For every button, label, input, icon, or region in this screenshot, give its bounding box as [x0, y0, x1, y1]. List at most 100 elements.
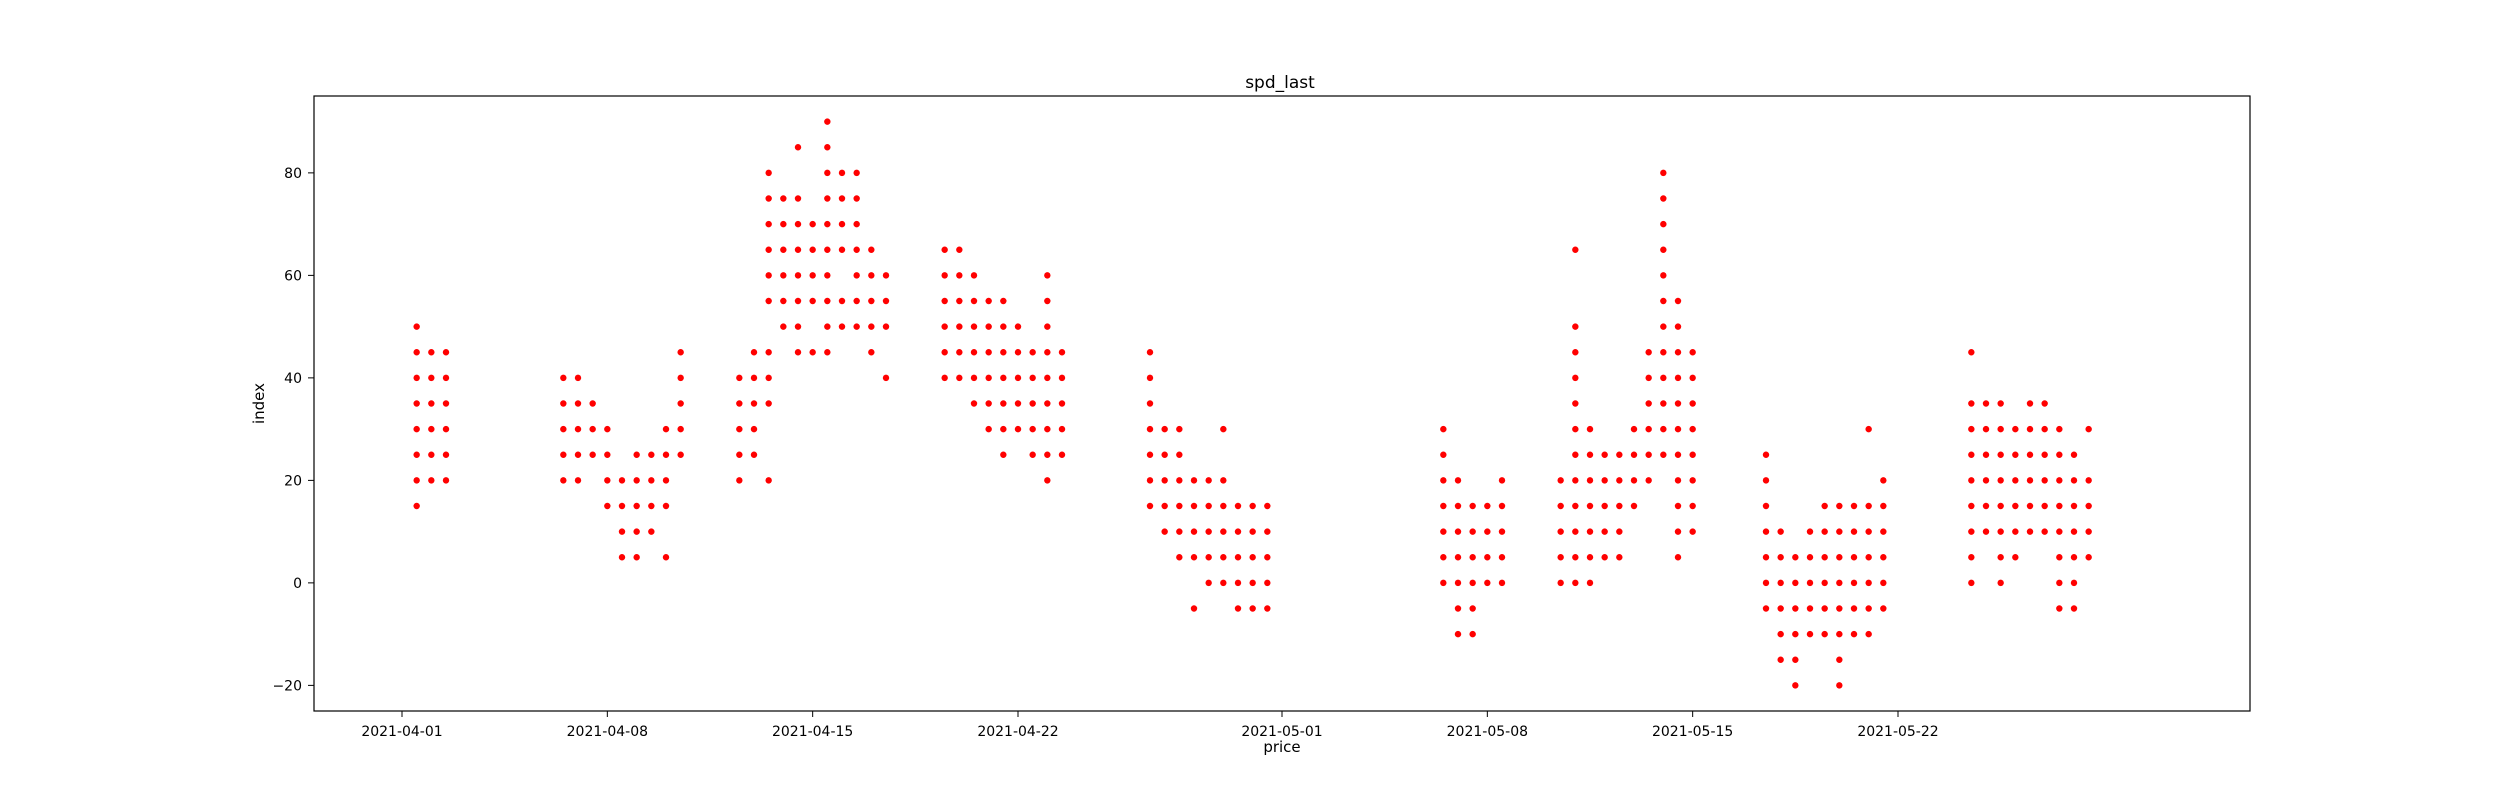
- data-point: [1014, 349, 1022, 356]
- data-point: [1190, 554, 1198, 561]
- data-point: [1836, 554, 1843, 561]
- data-point: [1572, 374, 1579, 382]
- data-point: [1498, 502, 1506, 510]
- data-point: [838, 169, 846, 177]
- data-point: [1220, 554, 1227, 561]
- data-point: [1762, 579, 1770, 587]
- data-point: [560, 400, 567, 407]
- data-point: [1762, 554, 1770, 561]
- data-point: [1249, 605, 1256, 612]
- data-point: [1674, 528, 1682, 535]
- data-point: [2012, 425, 2019, 433]
- data-point: [736, 400, 743, 407]
- y-tick-label-1: 0: [293, 576, 302, 592]
- data-point: [1176, 425, 1183, 433]
- data-point: [1161, 477, 1168, 484]
- data-point: [1572, 400, 1579, 407]
- data-point: [794, 144, 802, 151]
- data-point: [2026, 425, 2034, 433]
- data-point: [1836, 502, 1843, 510]
- data-point: [1762, 451, 1770, 458]
- chart-title: spd_last: [1245, 73, 1315, 93]
- data-point: [2056, 451, 2063, 458]
- data-point: [2041, 425, 2048, 433]
- data-point: [736, 451, 743, 458]
- data-point: [428, 374, 435, 382]
- data-point: [1176, 451, 1183, 458]
- data-point: [1586, 477, 1594, 484]
- data-point: [1176, 502, 1183, 510]
- data-point: [1205, 528, 1212, 535]
- data-point: [1044, 323, 1051, 330]
- data-point: [1264, 502, 1271, 510]
- data-point: [1880, 605, 1887, 612]
- x-tick-label-2: 2021-04-15: [772, 724, 853, 740]
- data-point: [1161, 425, 1168, 433]
- data-point: [809, 297, 816, 305]
- data-point: [1836, 579, 1843, 587]
- data-point: [736, 477, 743, 484]
- data-point: [809, 246, 816, 253]
- data-point: [604, 451, 611, 458]
- data-point: [1058, 400, 1066, 407]
- data-point: [1586, 579, 1594, 587]
- data-point: [765, 246, 772, 253]
- data-point: [941, 272, 948, 279]
- data-point: [1630, 425, 1638, 433]
- data-point: [1601, 528, 1608, 535]
- data-point: [1777, 579, 1784, 587]
- data-point: [1469, 579, 1476, 587]
- data-point: [1865, 630, 1872, 638]
- data-point: [1161, 528, 1168, 535]
- data-point: [413, 400, 420, 407]
- data-point: [824, 349, 831, 356]
- data-point: [1440, 451, 1447, 458]
- data-point: [1660, 400, 1667, 407]
- data-point: [765, 374, 772, 382]
- data-point: [1557, 579, 1564, 587]
- data-point: [2085, 425, 2092, 433]
- data-point: [2012, 502, 2019, 510]
- data-point: [618, 554, 626, 561]
- data-point: [956, 272, 963, 279]
- data-point: [1484, 579, 1491, 587]
- data-point: [677, 374, 684, 382]
- data-point: [2026, 528, 2034, 535]
- data-point: [648, 528, 655, 535]
- data-point: [780, 220, 787, 228]
- data-point: [1689, 528, 1696, 535]
- data-point: [1982, 477, 1990, 484]
- data-point: [2070, 502, 2078, 510]
- data-point: [1557, 528, 1564, 535]
- data-point: [413, 323, 420, 330]
- data-point: [1029, 374, 1036, 382]
- data-point: [956, 374, 963, 382]
- data-point: [1249, 554, 1256, 561]
- data-point: [1572, 246, 1579, 253]
- data-point: [2012, 554, 2019, 561]
- data-point: [1660, 246, 1667, 253]
- data-point: [1484, 554, 1491, 561]
- data-point: [1865, 425, 1872, 433]
- data-point: [1000, 323, 1007, 330]
- data-point: [1968, 477, 1975, 484]
- data-point: [1044, 451, 1051, 458]
- x-axis-title: price: [1263, 738, 1300, 756]
- data-point: [1190, 502, 1198, 510]
- data-point: [1968, 528, 1975, 535]
- data-point: [1660, 425, 1667, 433]
- data-point: [1234, 528, 1242, 535]
- data-point: [1850, 502, 1858, 510]
- data-point: [794, 349, 802, 356]
- data-point: [1997, 528, 2004, 535]
- data-point: [1234, 502, 1242, 510]
- data-point: [560, 374, 567, 382]
- data-point: [794, 195, 802, 202]
- data-point: [1660, 220, 1667, 228]
- data-point: [1982, 425, 1990, 433]
- data-point: [1762, 477, 1770, 484]
- data-point: [838, 297, 846, 305]
- data-point: [868, 297, 875, 305]
- data-point: [985, 297, 992, 305]
- data-point: [428, 400, 435, 407]
